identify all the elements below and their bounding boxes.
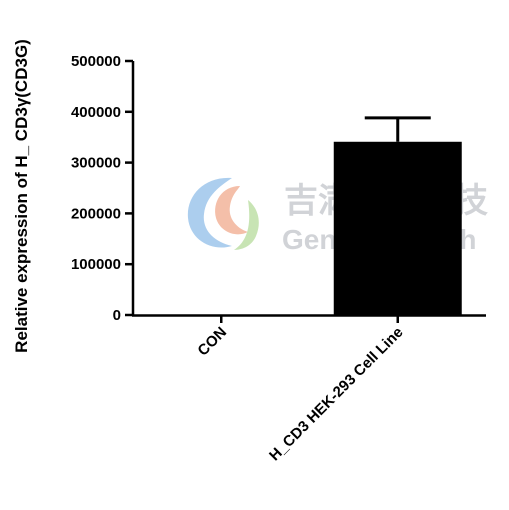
x-tick-label: CON [194, 324, 230, 360]
y-tick-label: 400000 [71, 104, 121, 121]
y-tick-label: 300000 [71, 155, 121, 172]
y-tick-label: 500000 [71, 53, 121, 70]
x-ticks: CON H_CD3 HEK-293 Cell Line [194, 315, 407, 465]
y-tick-label: 200000 [71, 205, 121, 222]
y-axis-title: Relative expression of H_ CD3γ(CD3G) [12, 39, 31, 353]
bars [333, 116, 462, 315]
y-tick-label: 0 [113, 307, 121, 324]
bar [333, 141, 462, 315]
x-tick-label: H_CD3 HEK-293 Cell Line [266, 324, 407, 465]
y-ticks: 0 100000 200000 300000 400000 500000 [71, 53, 133, 324]
y-tick-label: 100000 [71, 256, 121, 273]
genomeditech-logo [187, 177, 259, 250]
